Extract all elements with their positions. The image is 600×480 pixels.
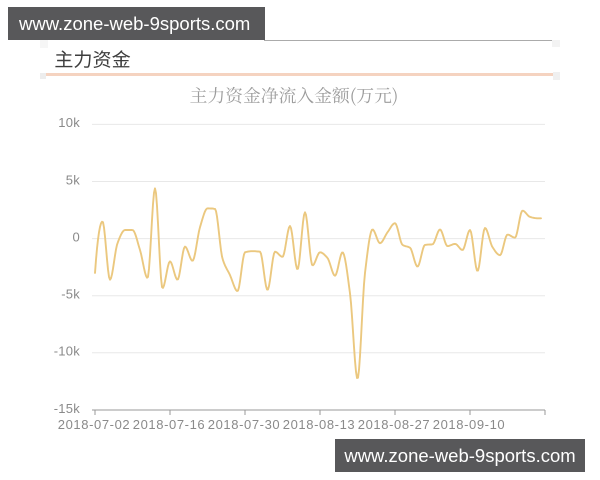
svg-text:5k: 5k xyxy=(66,172,80,187)
svg-text:2018-08-27: 2018-08-27 xyxy=(358,417,431,432)
svg-text:2018-07-16: 2018-07-16 xyxy=(133,417,206,432)
svg-text:-10k: -10k xyxy=(54,344,81,359)
svg-text:2018-08-13: 2018-08-13 xyxy=(283,417,356,432)
svg-text:10k: 10k xyxy=(58,115,80,130)
svg-text:-15k: -15k xyxy=(54,401,81,416)
svg-text:0: 0 xyxy=(73,229,80,244)
svg-text:2018-09-10: 2018-09-10 xyxy=(433,417,506,432)
svg-text:2018-07-30: 2018-07-30 xyxy=(208,417,281,432)
svg-text:-5k: -5k xyxy=(61,287,80,302)
svg-text:2018-07-02: 2018-07-02 xyxy=(58,417,131,432)
